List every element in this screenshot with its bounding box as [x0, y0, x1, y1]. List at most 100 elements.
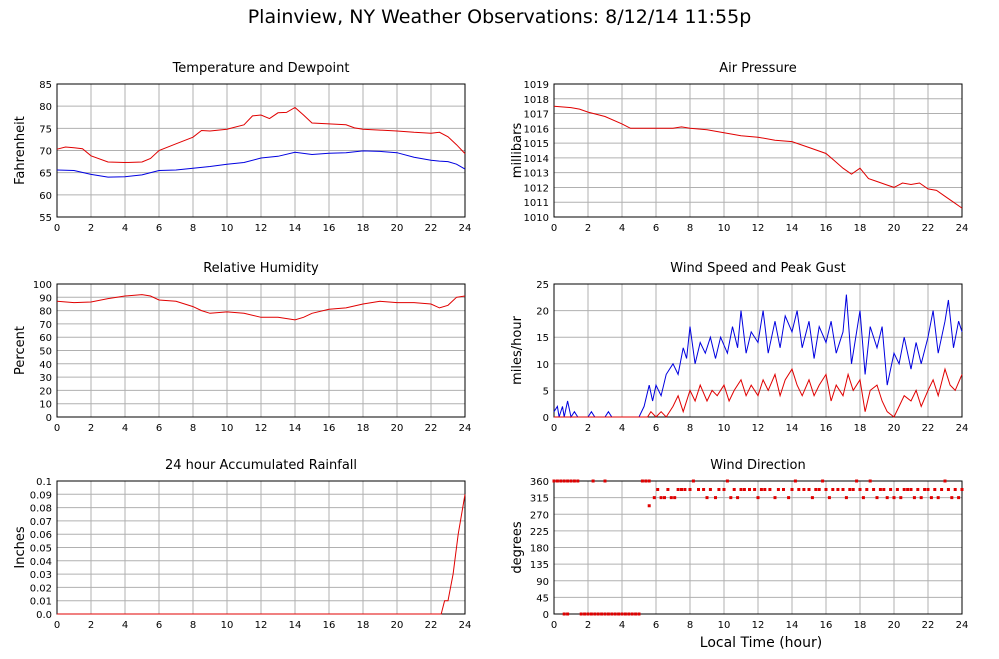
data-point — [878, 487, 882, 491]
data-point — [790, 487, 794, 491]
y-axis-label: Inches — [13, 526, 28, 568]
x-tick-label: 8 — [687, 223, 693, 234]
data-point — [943, 479, 947, 483]
data-point — [688, 487, 692, 491]
x-tick-label: 24 — [459, 423, 472, 434]
data-point — [902, 487, 906, 491]
data-point — [810, 496, 814, 500]
x-tick-label: 0 — [54, 423, 60, 434]
series-line-0 — [56, 106, 466, 164]
y-axis-label: degrees — [510, 521, 525, 574]
x-tick-label: 22 — [922, 620, 935, 631]
data-point — [606, 612, 610, 616]
data-point — [640, 479, 644, 483]
y-tick-label: 180 — [530, 544, 549, 555]
y-tick-label: 0 — [543, 413, 549, 424]
data-point — [725, 479, 729, 483]
y-tick-label: 1017 — [524, 110, 549, 121]
y-tick-label: 5 — [543, 386, 549, 397]
x-tick-label: 4 — [619, 620, 625, 631]
y-tick-label: 75 — [39, 124, 52, 135]
data-point — [763, 487, 767, 491]
x-tick-label: 4 — [122, 223, 128, 234]
data-point — [865, 487, 869, 491]
x-tick-label: 14 — [786, 223, 799, 234]
data-point — [929, 496, 933, 500]
x-tick-label: 2 — [88, 620, 94, 631]
y-tick-label: 90 — [39, 293, 52, 304]
data-point — [953, 487, 957, 491]
x-tick-label: 10 — [221, 620, 234, 631]
x-tick-label: 14 — [786, 620, 799, 631]
y-tick-label: 10 — [536, 360, 549, 371]
x-tick-label: 18 — [854, 223, 867, 234]
x-tick-label: 12 — [255, 620, 268, 631]
data-point — [683, 487, 687, 491]
x-tick-label: 14 — [289, 423, 302, 434]
plot-frame — [56, 83, 466, 218]
data-point — [566, 612, 570, 616]
y-tick-label: 25 — [536, 280, 549, 291]
data-point — [909, 487, 913, 491]
data-point — [722, 487, 726, 491]
y-tick-label: 10 — [39, 400, 52, 411]
data-point — [579, 612, 583, 616]
chart-title: Wind Speed and Peak Gust — [670, 261, 845, 276]
x-axis-label: Local Time (hour) — [699, 635, 823, 651]
data-point — [702, 487, 706, 491]
y-tick-label: 65 — [39, 169, 52, 180]
data-point — [562, 479, 566, 483]
series-line-1 — [56, 150, 466, 178]
data-point — [569, 479, 573, 483]
y-tick-label: 0.05 — [30, 544, 52, 555]
y-tick-label: 60 — [39, 191, 52, 202]
x-tick-label: 0 — [551, 223, 557, 234]
series-line-1 — [554, 367, 963, 418]
y-tick-label: 0.02 — [30, 583, 52, 594]
y-tick-label: 60 — [39, 333, 52, 344]
data-point — [848, 487, 852, 491]
data-point — [647, 504, 651, 508]
x-tick-label: 18 — [357, 223, 370, 234]
data-point — [768, 487, 772, 491]
data-point — [817, 487, 821, 491]
data-point — [600, 612, 604, 616]
data-point — [659, 496, 663, 500]
x-tick-label: 16 — [820, 423, 833, 434]
x-tick-label: 12 — [255, 423, 268, 434]
y-tick-label: 55 — [39, 213, 52, 224]
data-point — [717, 487, 721, 491]
x-tick-label: 14 — [289, 620, 302, 631]
data-point — [872, 487, 876, 491]
data-point — [926, 487, 930, 491]
data-point — [841, 487, 845, 491]
data-point — [831, 487, 835, 491]
y-tick-label: 1012 — [524, 183, 549, 194]
data-point — [680, 487, 683, 491]
y-tick-label: 30 — [39, 373, 52, 384]
data-point — [759, 487, 763, 491]
data-point — [676, 487, 680, 491]
series-line-0 — [56, 294, 466, 321]
series-line-0 — [57, 494, 466, 615]
x-tick-label: 22 — [922, 223, 935, 234]
y-tick-label: 1010 — [524, 213, 549, 224]
x-tick-label: 2 — [585, 223, 591, 234]
data-point — [748, 487, 751, 491]
data-point — [827, 496, 831, 500]
data-point — [912, 496, 916, 500]
data-point — [656, 487, 660, 491]
data-point — [583, 612, 587, 616]
data-point — [736, 496, 740, 500]
y-tick-label: 1019 — [524, 80, 549, 91]
y-tick-label: 0.01 — [30, 597, 52, 608]
data-point — [933, 487, 937, 491]
data-point — [776, 487, 780, 491]
y-tick-label: 50 — [39, 347, 52, 358]
x-tick-label: 12 — [255, 223, 268, 234]
data-point — [923, 487, 927, 491]
x-tick-label: 20 — [888, 223, 901, 234]
